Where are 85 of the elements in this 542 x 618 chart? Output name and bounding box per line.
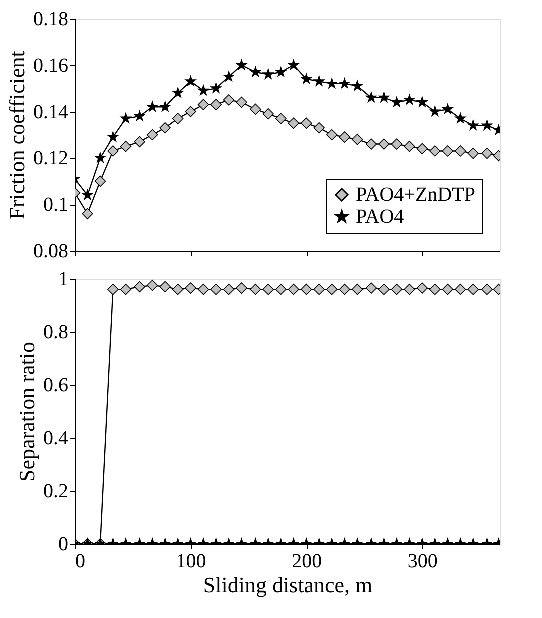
point (404, 140, 416, 152)
point (160, 122, 171, 134)
point (326, 78, 338, 89)
y-tick-label: 1 (58, 268, 68, 290)
point (160, 102, 171, 112)
point (404, 94, 416, 105)
point (250, 66, 262, 77)
point (146, 129, 158, 141)
point (416, 143, 428, 155)
point (95, 152, 106, 163)
point (314, 76, 325, 86)
y-tick-label: 0 (58, 534, 68, 556)
point (417, 96, 428, 108)
point (276, 66, 287, 77)
point (366, 92, 377, 103)
point (198, 99, 210, 110)
point (482, 148, 493, 160)
point (314, 122, 325, 134)
point (236, 60, 248, 70)
point (378, 92, 390, 103)
point (147, 102, 158, 112)
point (455, 113, 466, 124)
y-tick-label: 0.16 (34, 54, 68, 77)
point (391, 138, 403, 150)
y-tick-label: 0.18 (34, 8, 68, 30)
point (288, 60, 300, 70)
point (250, 104, 262, 116)
point (430, 146, 441, 157)
point (172, 88, 184, 98)
point (223, 94, 235, 106)
y-tick-label: 0.14 (34, 101, 68, 124)
point (134, 110, 146, 122)
point (82, 208, 94, 220)
point (468, 148, 480, 160)
point (185, 106, 196, 118)
point (108, 132, 119, 142)
legend-label: PAO4+ZnDTP (356, 184, 476, 206)
point (300, 118, 312, 130)
x-tick-label: 200 (292, 550, 322, 572)
point (198, 85, 209, 96)
y-tick-label: 0.4 (44, 428, 68, 450)
point (454, 146, 466, 157)
y-tick-label: 0.12 (34, 148, 68, 170)
y-tick-label: 0.08 (34, 240, 68, 262)
point (82, 190, 94, 200)
point (108, 146, 119, 157)
point (185, 76, 196, 86)
point (120, 113, 132, 124)
y-tick-label: 0.2 (44, 480, 68, 502)
point (224, 71, 234, 82)
point (442, 104, 454, 114)
point (210, 99, 222, 110)
point (134, 136, 146, 148)
y-tick-label: 0.8 (44, 322, 68, 344)
x-tick-label: 300 (408, 550, 438, 572)
point (326, 129, 338, 141)
y-axis-title: Friction coefficient (4, 51, 30, 220)
point (392, 96, 402, 108)
point (210, 82, 222, 94)
point (339, 132, 350, 143)
point (94, 176, 106, 188)
point (172, 113, 184, 124)
point (468, 120, 479, 130)
legend-label: PAO4 (356, 206, 404, 228)
y-axis-title: Separation ratio (14, 342, 40, 482)
point (352, 134, 364, 146)
point (275, 113, 287, 124)
point (482, 120, 493, 130)
point (262, 108, 274, 120)
x-axis-title: Sliding distance, m (203, 572, 373, 598)
point (288, 118, 300, 130)
point (263, 69, 274, 80)
point (120, 140, 132, 152)
x-tick-label: 100 (176, 550, 206, 572)
point (442, 146, 454, 157)
point (236, 96, 248, 108)
point (339, 78, 350, 89)
x-tick-label: 0 (76, 550, 86, 572)
y-tick-label: 0.6 (44, 374, 68, 396)
point (430, 106, 441, 116)
point (301, 74, 312, 84)
point (352, 80, 363, 91)
point (378, 138, 390, 150)
point (366, 138, 378, 150)
y-tick-label: 0.1 (44, 194, 68, 216)
